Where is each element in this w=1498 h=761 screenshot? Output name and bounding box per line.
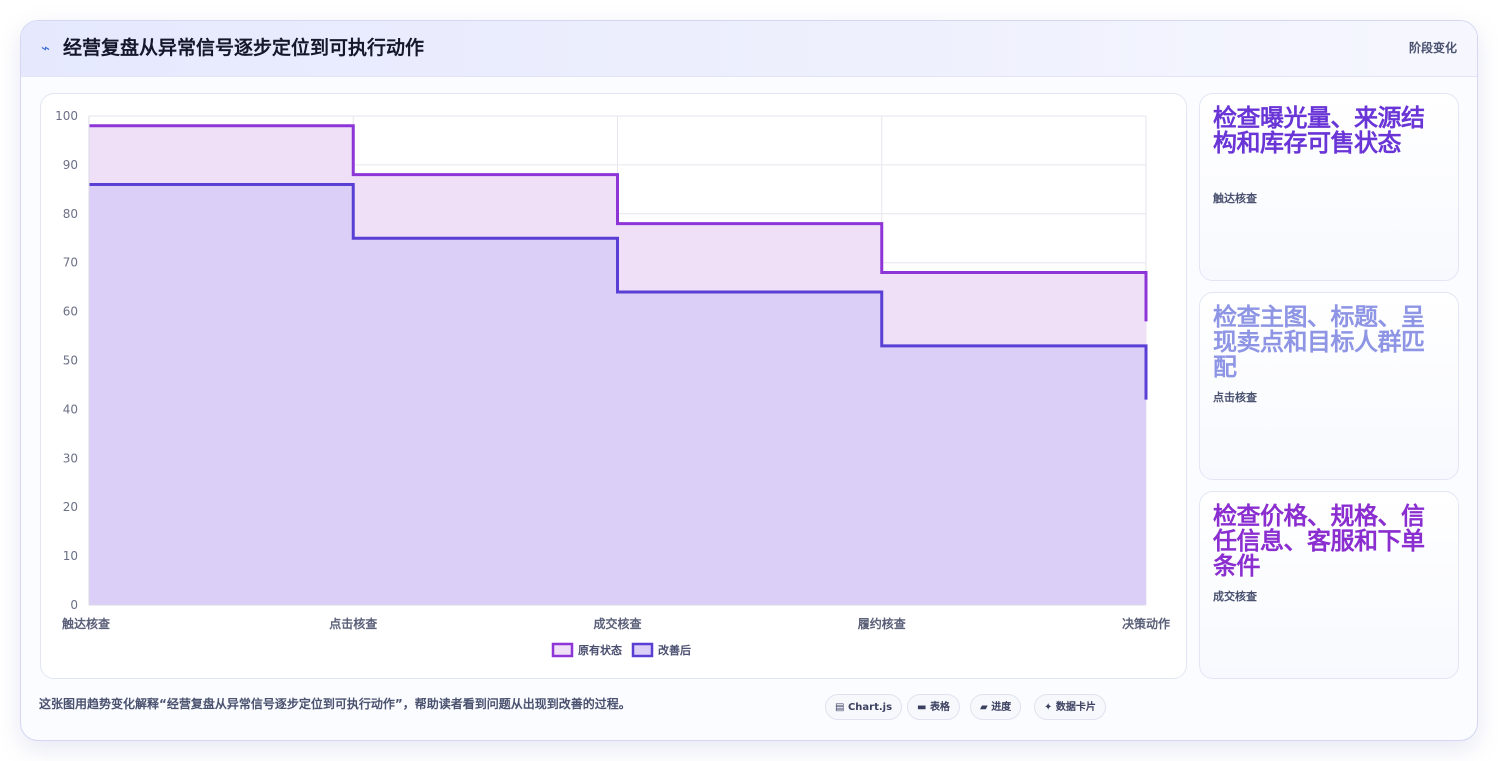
y-tick-label: 80: [63, 207, 78, 221]
insight-headline: 检查曝光量、来源结构和库存可售状态: [1213, 104, 1425, 157]
series-area-1: [89, 184, 1146, 605]
table-pill[interactable]: ▬ 表格: [907, 694, 960, 720]
chart-panel: 0 10 20 30 40 50 60 70 80 90 100 触达核查 点击核查 成交核查 履约核查 决策…: [40, 93, 1187, 679]
insight-card-click: 检查主图、标题、呈现卖点和目标人群匹配 点击核查: [1199, 292, 1459, 480]
pill-label: Chart.js: [847, 702, 893, 713]
pill-label: 表格: [929, 702, 950, 713]
series-line-0: [89, 124, 1148, 322]
insight-caption: 触达核查: [1213, 192, 1257, 205]
y-tick-label: 0: [70, 598, 78, 612]
insight-headline: 检查价格、规格、信任信息、客服和下单条件: [1213, 502, 1425, 580]
data-card-pill[interactable]: ✦ 数据卡片: [1034, 694, 1106, 720]
chart-description: 这张图用趋势变化解释“经营复盘从异常信号逐步定位到可执行动作”，帮助读者看到问题…: [39, 697, 631, 711]
data-card-icon: ✦: [1044, 702, 1053, 713]
x-tick-label: 决策动作: [1122, 616, 1170, 631]
stage-change-tag: 阶段变化: [1408, 41, 1457, 55]
y-tick-label: 50: [63, 354, 78, 368]
pill-label: 进度: [991, 702, 1012, 713]
chart-card: ⌁ 经营复盘从异常信号逐步定位到可执行动作 阶段变化 0 10 20 30 40 50 60…: [20, 20, 1478, 741]
y-tick-label: 20: [63, 500, 78, 514]
y-tick-label: 90: [63, 158, 78, 172]
trend-line-icon: ⌁: [41, 39, 51, 57]
progress-pill[interactable]: ▰ 进度: [970, 694, 1022, 720]
y-tick-label: 100: [55, 109, 78, 123]
chartjs-pill[interactable]: ▤ Chart.js: [825, 694, 903, 720]
chart-icon: ▤: [835, 702, 845, 713]
insight-card-conversion: 检查价格、规格、信任信息、客服和下单条件 成交核查: [1199, 491, 1459, 679]
x-tick-label: 成交核查: [593, 616, 642, 631]
series-line-1: [89, 182, 1148, 400]
legend-swatch: [631, 642, 654, 658]
legend-swatch: [551, 642, 574, 658]
progress-icon: ▰: [980, 702, 988, 713]
y-tick-label: 40: [63, 402, 78, 416]
insight-headline: 检查主图、标题、呈现卖点和目标人群匹配: [1213, 303, 1425, 381]
legend-label: 改善后: [658, 643, 691, 657]
step-area-chart: 0 10 20 30 40 50 60 70 80 90 100 触达核查 点击核查 成交核查 履约核查 决策…: [55, 109, 1170, 658]
y-tick-label: 60: [63, 305, 78, 319]
legend-label: 原有状态: [578, 643, 622, 657]
insight-caption: 成交核查: [1213, 590, 1257, 603]
y-tick-label: 70: [63, 256, 78, 270]
y-tick-label: 10: [63, 549, 78, 563]
x-tick-label: 触达核查: [62, 616, 111, 631]
pill-label: 数据卡片: [1055, 702, 1096, 713]
insight-caption: 点击核查: [1213, 391, 1257, 404]
insight-card-reach: 检查曝光量、来源结构和库存可售状态 触达核查: [1199, 93, 1459, 281]
y-tick-label: 30: [63, 451, 78, 465]
table-icon: ▬: [917, 702, 927, 713]
page-title: 经营复盘从异常信号逐步定位到可执行动作: [63, 37, 425, 59]
x-tick-label: 点击核查: [329, 616, 378, 631]
x-tick-label: 履约核查: [857, 616, 907, 631]
card-header: ⌁ 经营复盘从异常信号逐步定位到可执行动作 阶段变化: [21, 21, 1477, 77]
